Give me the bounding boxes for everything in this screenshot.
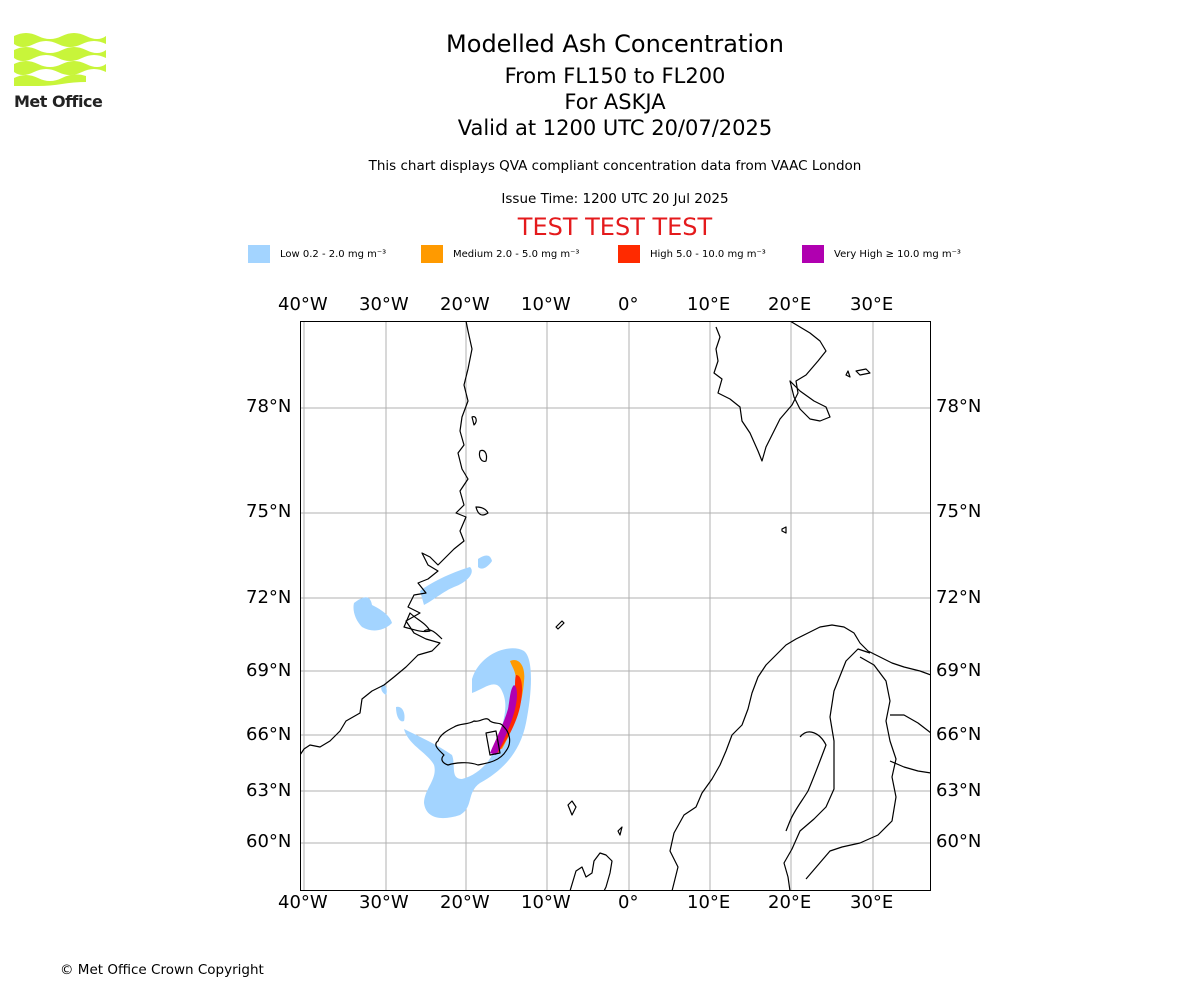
legend-item-low: Low 0.2 - 2.0 mg m⁻³: [248, 244, 386, 264]
lat-label-left-72n: 72°N: [246, 587, 292, 608]
lon-label-top-20w: 20°W: [440, 294, 490, 315]
lon-label-top-40w: 40°W: [278, 294, 328, 315]
legend-item-high: High 5.0 - 10.0 mg m⁻³: [618, 244, 766, 264]
lat-label-left-66n: 66°N: [246, 724, 292, 745]
ash-concentration-map: [300, 321, 931, 891]
lon-label-top-10w: 10°W: [521, 294, 571, 315]
flight-level-range: From FL150 to FL200: [504, 64, 726, 88]
ash-very-high-region: [490, 685, 517, 755]
lon-label-top-20e: 20°E: [768, 294, 812, 315]
lat-label-right-78n: 78°N: [936, 396, 982, 417]
chart-description: This chart displays QVA compliant concen…: [368, 158, 862, 174]
lat-label-left-60n: 60°N: [246, 831, 292, 852]
map-coastlines: [300, 321, 931, 891]
legend-item-medium: Medium 2.0 - 5.0 mg m⁻³: [421, 244, 579, 264]
lat-label-left-63n: 63°N: [246, 780, 292, 801]
lon-label-bottom-10w: 10°W: [521, 892, 571, 913]
legend-swatch-high: [618, 245, 640, 263]
lat-label-right-75n: 75°N: [936, 501, 982, 522]
lat-label-left-78n: 78°N: [246, 396, 292, 417]
lat-label-right-69n: 69°N: [936, 660, 982, 681]
map-gridlines: [300, 321, 931, 891]
lon-label-bottom-10e: 10°E: [687, 892, 731, 913]
test-banner: TEST TEST TEST: [517, 213, 713, 241]
met-office-logo: Met Office: [14, 30, 106, 112]
lat-label-right-72n: 72°N: [936, 587, 982, 608]
lon-label-bottom-20e: 20°E: [768, 892, 812, 913]
copyright-notice: © Met Office Crown Copyright: [60, 962, 264, 978]
map-frame: [300, 321, 931, 891]
volcano-name: For ASKJA: [564, 90, 666, 114]
legend-item-very-high: Very High ≥ 10.0 mg m⁻³: [802, 244, 961, 264]
lat-label-right-66n: 66°N: [936, 724, 982, 745]
lon-label-bottom-30e: 30°E: [850, 892, 894, 913]
lat-label-right-60n: 60°N: [936, 831, 982, 852]
lon-label-top-30e: 30°E: [850, 294, 894, 315]
lat-label-left-75n: 75°N: [246, 501, 292, 522]
lon-label-bottom-20w: 20°W: [440, 892, 490, 913]
lat-label-left-69n: 69°N: [246, 660, 292, 681]
lat-label-right-63n: 63°N: [936, 780, 982, 801]
met-office-logo-text: Met Office: [14, 92, 103, 111]
legend-label-very-high: Very High ≥ 10.0 mg m⁻³: [834, 248, 961, 260]
legend-label-medium: Medium 2.0 - 5.0 mg m⁻³: [453, 248, 580, 260]
ash-low-region: [353, 555, 531, 819]
lon-label-bottom-0: 0°: [618, 892, 639, 913]
lon-label-top-10e: 10°E: [687, 294, 731, 315]
lon-label-top-0: 0°: [618, 294, 639, 315]
lon-label-top-30w: 30°W: [359, 294, 409, 315]
issue-time: Issue Time: 1200 UTC 20 Jul 2025: [501, 191, 729, 207]
legend-label-high: High 5.0 - 10.0 mg m⁻³: [650, 248, 766, 260]
lon-label-bottom-40w: 40°W: [278, 892, 328, 913]
chart-title: Modelled Ash Concentration: [446, 30, 784, 58]
legend-label-low: Low 0.2 - 2.0 mg m⁻³: [280, 248, 387, 260]
legend-swatch-low: [248, 245, 270, 263]
met-office-waves-icon: [14, 33, 106, 86]
lon-label-bottom-30w: 30°W: [359, 892, 409, 913]
legend-swatch-medium: [421, 245, 443, 263]
valid-time: Valid at 1200 UTC 20/07/2025: [457, 116, 773, 140]
legend-swatch-very-high: [802, 245, 824, 263]
